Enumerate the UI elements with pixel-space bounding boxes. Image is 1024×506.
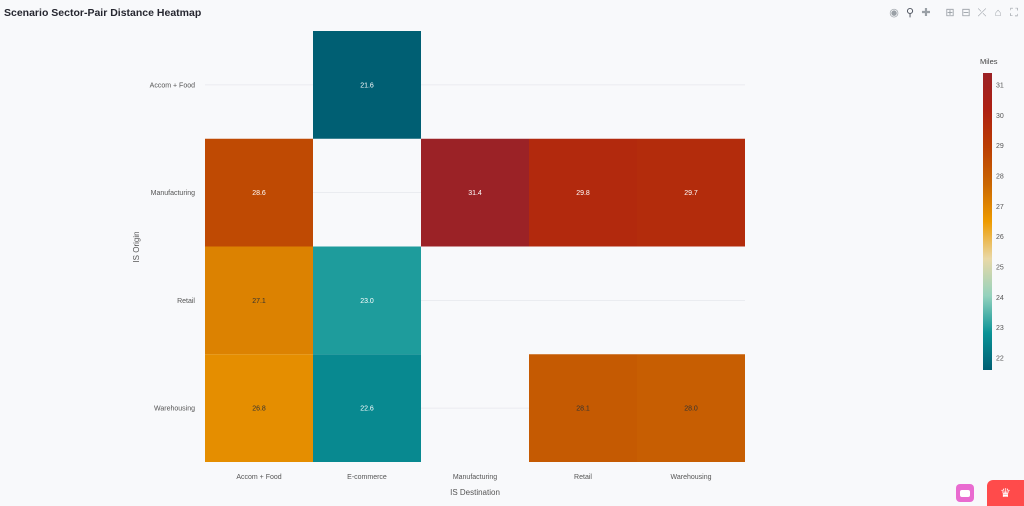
cell-value-label: 28.0 bbox=[684, 406, 698, 413]
pan-icon[interactable]: ✚ bbox=[921, 7, 931, 19]
modebar: ◉ ⚲ ✚ ⊞ ⊟ ⤫ ⌂ ⛶ bbox=[888, 7, 1020, 19]
colorbar-tick-label: 23 bbox=[996, 325, 1004, 332]
colorbar-tick-label: 25 bbox=[996, 264, 1004, 271]
app-badge-icon[interactable] bbox=[956, 484, 974, 502]
y-tick-label: Manufacturing bbox=[151, 190, 195, 197]
colorbar-tick-label: 26 bbox=[996, 234, 1004, 241]
cell-value-label: 29.8 bbox=[576, 190, 590, 197]
y-tick-label: Retail bbox=[177, 298, 195, 305]
chart-title: Scenario Sector-Pair Distance Heatmap bbox=[4, 7, 202, 19]
y-axis-label: IS Origin bbox=[132, 231, 141, 262]
y-tick-label: Accom + Food bbox=[150, 82, 195, 89]
cell-value-label: 27.1 bbox=[252, 298, 266, 305]
heatmap-cell bbox=[205, 246, 313, 355]
colorbar-tick-label: 31 bbox=[996, 83, 1004, 90]
y-tick-label: Warehousing bbox=[154, 406, 195, 413]
fullscreen-icon[interactable]: ⛶ bbox=[1010, 7, 1018, 19]
heatmap-cell bbox=[205, 138, 313, 247]
cell-value-label: 29.7 bbox=[684, 190, 698, 197]
crown-icon[interactable]: ♛ bbox=[987, 480, 1024, 506]
cell-value-label: 22.6 bbox=[360, 406, 374, 413]
colorbar-tick-label: 27 bbox=[996, 204, 1004, 211]
home-icon[interactable]: ⌂ bbox=[994, 7, 1002, 19]
heatmap-cell bbox=[421, 138, 529, 247]
camera-icon[interactable]: ◉ bbox=[889, 7, 899, 19]
colorbar-title: Miles bbox=[980, 57, 998, 66]
heatmap-cell bbox=[529, 138, 637, 247]
x-tick-label: E-commerce bbox=[347, 474, 387, 481]
autoscale-icon[interactable]: ⤫ bbox=[977, 7, 987, 19]
cell-value-label: 28.6 bbox=[252, 190, 266, 197]
heatmap-cell bbox=[205, 354, 313, 462]
heatmap-cell bbox=[637, 138, 745, 247]
heatmap-cell bbox=[313, 246, 421, 355]
colorbar bbox=[983, 73, 992, 370]
heatmap-cell bbox=[637, 354, 745, 462]
colorbar-tick-label: 28 bbox=[996, 174, 1004, 181]
heatmap-cell bbox=[313, 31, 421, 139]
cell-value-label: 23.0 bbox=[360, 298, 374, 305]
x-tick-label: Accom + Food bbox=[236, 474, 281, 481]
cell-value-label: 26.8 bbox=[252, 406, 266, 413]
cell-value-label: 31.4 bbox=[468, 190, 482, 197]
zoom-in-icon[interactable]: ⊞ bbox=[945, 7, 955, 19]
colorbar-tick-label: 22 bbox=[996, 355, 1004, 362]
heatmap-cell bbox=[313, 354, 421, 462]
colorbar-tick-label: 29 bbox=[996, 143, 1004, 150]
cell-value-label: 21.6 bbox=[360, 82, 374, 89]
colorbar-tick-label: 30 bbox=[996, 113, 1004, 120]
zoom-icon[interactable]: ⚲ bbox=[905, 7, 915, 19]
x-tick-label: Manufacturing bbox=[453, 474, 497, 481]
cell-value-label: 28.1 bbox=[576, 406, 590, 413]
x-tick-label: Warehousing bbox=[671, 474, 712, 481]
zoom-out-icon[interactable]: ⊟ bbox=[961, 7, 971, 19]
x-tick-label: Retail bbox=[574, 474, 592, 481]
x-axis-label: IS Destination bbox=[450, 488, 500, 497]
colorbar-tick-label: 24 bbox=[996, 295, 1004, 302]
heatmap-cell bbox=[529, 354, 637, 462]
